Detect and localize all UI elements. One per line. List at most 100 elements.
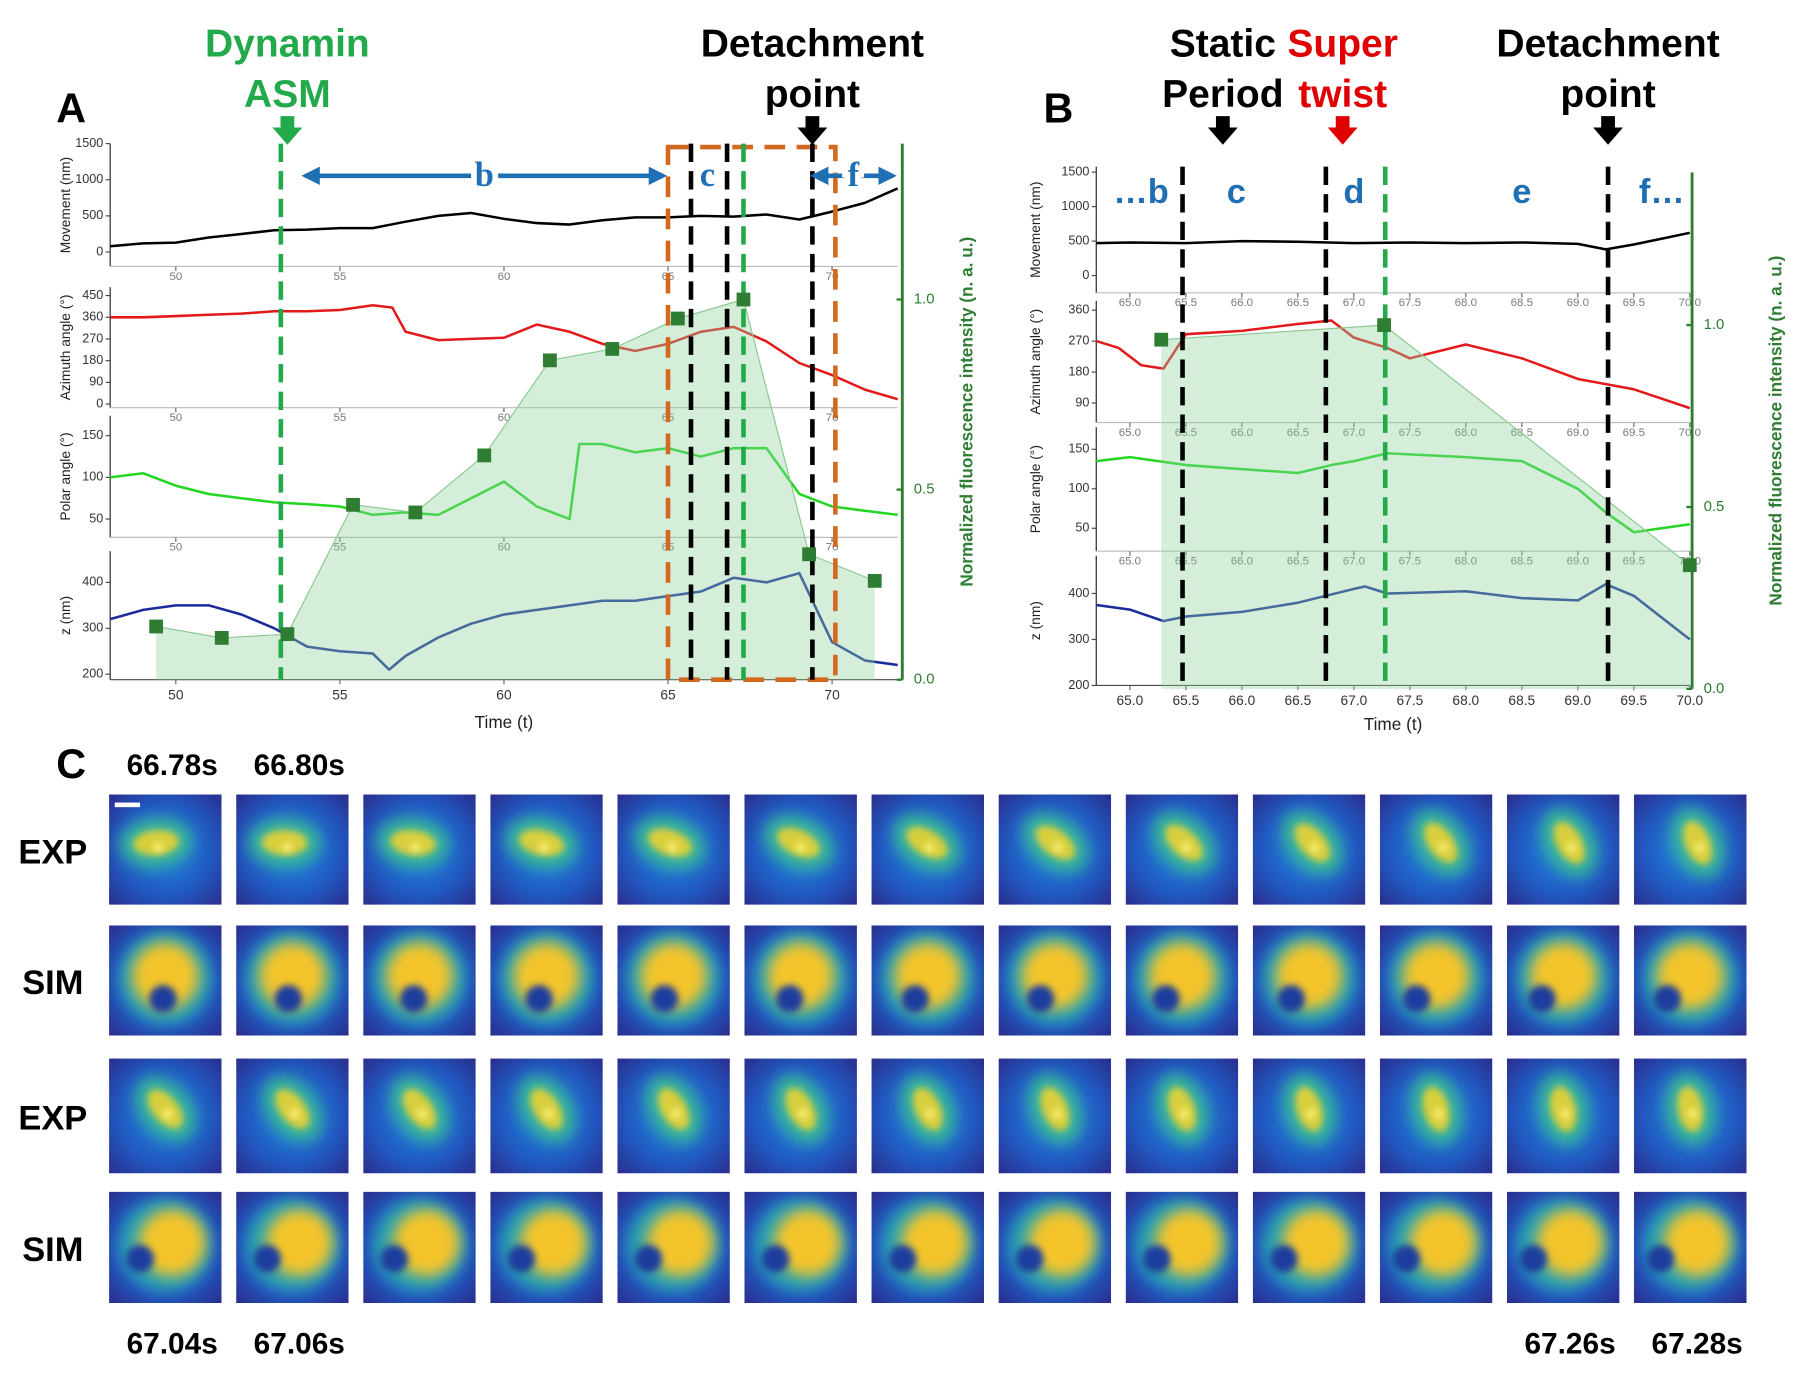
y-tick-label: 300	[1068, 632, 1089, 646]
callout-label: Super	[1287, 22, 1398, 65]
heatmap-frame	[1252, 1058, 1366, 1174]
y-tick-label: 0	[96, 244, 103, 258]
y-tick-label: 50	[89, 511, 103, 525]
x-tick-label: 67.0	[1343, 297, 1365, 309]
y-tick-label: 500	[82, 208, 103, 222]
sim-core	[259, 942, 326, 1010]
blob-spot	[282, 842, 292, 852]
callout-label: Period	[1162, 73, 1283, 116]
x-tick-label: 70.0	[1676, 693, 1703, 708]
heatmap-frame	[744, 925, 857, 1036]
callout-arrow	[272, 116, 303, 145]
blob-core	[1423, 822, 1458, 863]
heatmap-frame	[1634, 794, 1747, 905]
scale-bar	[114, 802, 141, 808]
fluorescence-marker	[280, 627, 295, 641]
fluorescence-marker	[214, 631, 229, 645]
blob-core	[402, 1088, 437, 1130]
y-tick-label: 0	[1082, 268, 1089, 282]
x-axis-label: Time (t)	[1364, 714, 1423, 734]
x-tick-label: 69.0	[1567, 427, 1589, 439]
x-axis-label: Time (t)	[475, 712, 534, 732]
heatmap-frame	[109, 794, 222, 905]
blob-spot	[153, 842, 164, 852]
heatmap-frame	[236, 794, 349, 905]
y-tick-label: 1000	[75, 172, 103, 186]
callout-label: Dynamin	[205, 22, 370, 65]
trace-line	[1096, 582, 1691, 641]
sim-hole	[634, 1245, 663, 1273]
time-label: 66.78s	[127, 749, 218, 782]
sim-hole	[1269, 1245, 1298, 1273]
blob-spot	[1053, 842, 1063, 852]
heatmap-frame	[744, 794, 857, 905]
blob-core	[261, 830, 308, 856]
heatmap-frame	[1252, 925, 1366, 1036]
blob-core	[1677, 1086, 1704, 1132]
x-tick-label: 66.5	[1287, 556, 1309, 568]
fluorescence-line	[156, 298, 875, 639]
x-tick-label: 70.0	[1679, 427, 1701, 439]
y-tick-label: 0	[96, 396, 103, 410]
sim-core	[647, 1209, 714, 1277]
heatmap-frame	[109, 925, 222, 1036]
sim-core	[1536, 1209, 1604, 1277]
x-tick-label: 66.5	[1284, 693, 1311, 708]
sim-hole	[1653, 985, 1682, 1013]
callout-label: Detachment	[701, 22, 924, 65]
heatmap-frame	[1506, 1058, 1620, 1174]
time-label: 67.06s	[254, 1327, 345, 1360]
x-tick-label: 68.5	[1511, 556, 1533, 568]
heatmap-frame	[1634, 1191, 1747, 1304]
x-tick-label: 68.0	[1455, 556, 1477, 568]
blob-core	[275, 1089, 310, 1129]
blob-spot	[798, 1109, 808, 1119]
y-tick-label: 270	[1068, 333, 1089, 347]
blob-core	[906, 826, 948, 859]
blob-spot	[290, 1109, 300, 1119]
heatmap-frame	[617, 1058, 730, 1174]
x-tick-label: 67.5	[1396, 693, 1423, 708]
x-tick-label: 67.5	[1399, 427, 1421, 439]
x-tick-label: 55	[334, 542, 347, 554]
trace-line	[1096, 451, 1690, 534]
blob-core	[518, 829, 565, 857]
blob-core	[530, 1088, 563, 1130]
x-tick-label: 60	[498, 412, 511, 424]
blob-spot	[667, 842, 677, 852]
time-label: 67.04s	[127, 1327, 218, 1360]
heatmap-frame	[236, 1058, 349, 1174]
y-axis-label: Polar angle (°)	[58, 432, 73, 520]
trace-line	[110, 442, 898, 521]
heatmap-frame	[1634, 1058, 1747, 1174]
x-tick-label: 68.5	[1508, 693, 1535, 708]
heatmap-frame	[1379, 925, 1493, 1036]
y-tick-label: 300	[82, 621, 103, 635]
heatmap-frame	[236, 925, 349, 1036]
blob-spot	[1052, 1109, 1062, 1119]
y2-tick-label: 0.0	[914, 671, 935, 688]
heatmap-frame	[871, 1058, 985, 1174]
panel-label: B	[1043, 85, 1073, 131]
blob-core	[133, 829, 180, 856]
heatmap-frame	[1125, 1058, 1239, 1174]
region-label: c	[1227, 173, 1246, 211]
heatmap-frame	[363, 794, 476, 905]
sim-hole	[149, 985, 177, 1013]
sim-hole	[761, 1245, 790, 1273]
heatmap-frame	[871, 925, 985, 1036]
y-tick-label: 400	[1068, 586, 1089, 600]
heatmap-frame	[1634, 925, 1747, 1036]
x-tick-label: 67.0	[1340, 693, 1367, 708]
blob-spot	[1566, 842, 1577, 852]
heatmap-frame	[363, 1191, 476, 1304]
y-tick-label: 500	[1068, 233, 1089, 247]
x-tick-label: 65	[660, 687, 676, 702]
y2-tick-label: 0.5	[1704, 498, 1725, 515]
heatmap-frame	[998, 794, 1112, 905]
y-axis-label: z (nm)	[58, 596, 73, 635]
x-tick-label: 68.0	[1452, 693, 1479, 708]
x-tick-label: 70.0	[1679, 297, 1701, 309]
y-tick-label: 1000	[1061, 199, 1089, 213]
sim-core	[901, 1209, 968, 1277]
